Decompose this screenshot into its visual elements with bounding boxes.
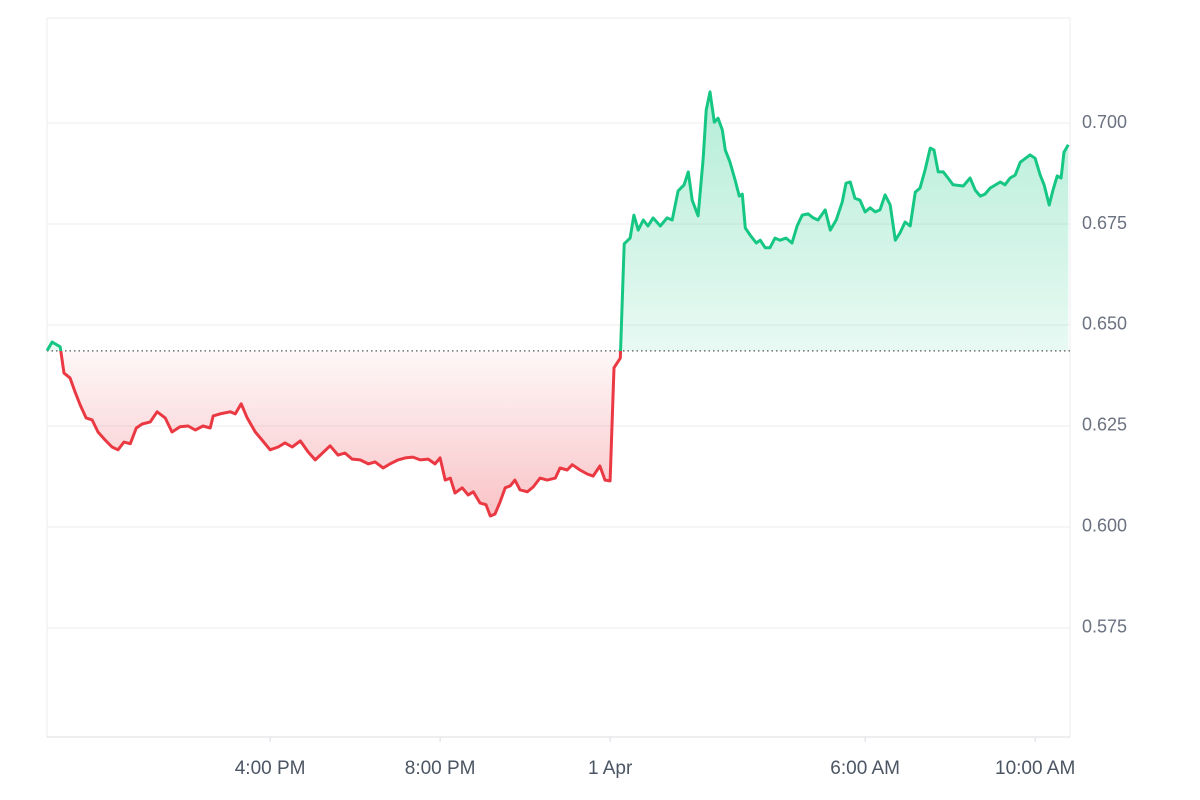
x-tick-label: 10:00 AM [995,758,1075,779]
x-tick-label: 1 Apr [588,758,633,779]
y-tick-label: 0.600 [1082,516,1127,536]
y-tick-label: 0.575 [1082,617,1127,637]
x-tick-label: 6:00 AM [830,758,900,779]
x-tick-label: 8:00 PM [405,758,476,779]
price-line [45,90,1070,518]
x-tick-label: 4:00 PM [235,758,306,779]
y-tick-label: 0.625 [1082,415,1127,435]
y-tick-label: 0.650 [1082,314,1127,334]
y-tick-label: 0.700 [1082,112,1127,132]
y-tick-label: 0.675 [1082,213,1127,233]
price-area [47,91,1069,517]
